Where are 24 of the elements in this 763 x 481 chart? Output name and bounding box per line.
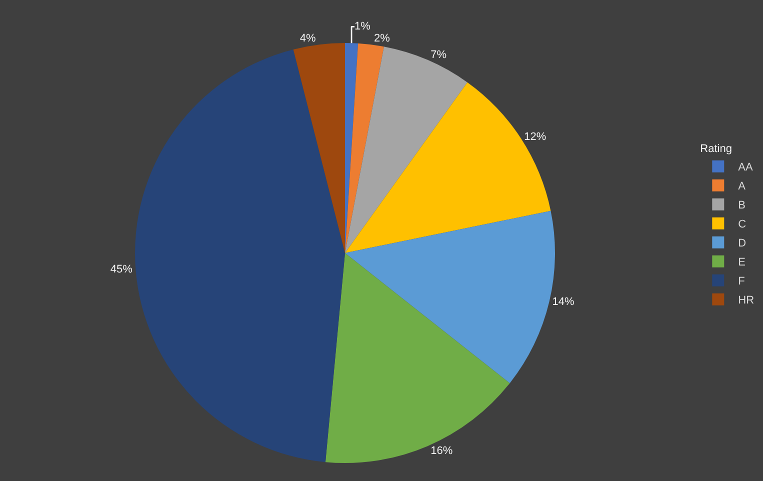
data-label: 2% <box>374 32 390 45</box>
pie-slice <box>345 82 551 253</box>
legend-label: D <box>738 238 746 250</box>
pie-slice <box>345 43 384 253</box>
pie-slice <box>345 210 555 384</box>
data-label: 45% <box>110 263 133 276</box>
legend-label: E <box>738 256 746 269</box>
pie-slice <box>135 49 345 462</box>
pie-slice <box>345 46 468 253</box>
legend-label: A <box>738 180 746 193</box>
legend-label: AA <box>738 162 754 174</box>
data-label: 12% <box>524 130 546 143</box>
legend-label: B <box>738 200 746 212</box>
pie-slice <box>325 253 510 463</box>
pie-slice <box>293 43 345 253</box>
data-label: 16% <box>430 445 453 458</box>
legend-label: HR <box>738 294 754 307</box>
legend-title: Rating <box>700 142 732 155</box>
data-label: 14% <box>552 296 575 308</box>
data-label: 1% <box>354 20 371 33</box>
legend-label: F <box>738 276 746 288</box>
data-label: 4% <box>300 32 316 45</box>
data-label: 7% <box>430 48 447 61</box>
legend-label: C <box>738 218 746 231</box>
